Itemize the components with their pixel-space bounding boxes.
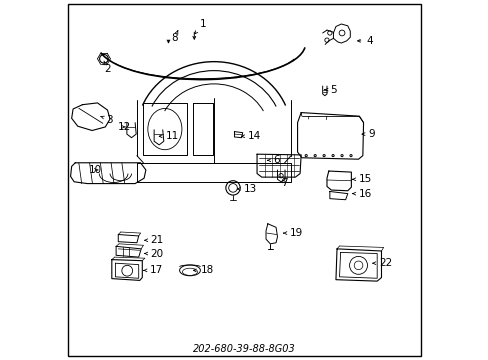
Text: 16: 16 <box>352 189 371 199</box>
Circle shape <box>323 154 325 157</box>
Circle shape <box>305 154 306 157</box>
Circle shape <box>331 154 333 157</box>
Text: 7: 7 <box>281 178 287 188</box>
Text: 21: 21 <box>144 235 163 245</box>
Text: 11: 11 <box>159 131 179 141</box>
Text: 6: 6 <box>267 155 279 165</box>
Text: 20: 20 <box>144 248 163 258</box>
Text: 202-680-39-88-8G03: 202-680-39-88-8G03 <box>193 344 295 354</box>
Text: 14: 14 <box>242 131 261 141</box>
Text: 13: 13 <box>237 184 257 194</box>
Circle shape <box>340 154 343 157</box>
Text: 3: 3 <box>101 115 113 125</box>
Text: 15: 15 <box>352 174 371 184</box>
Text: 2: 2 <box>104 61 110 74</box>
Text: 9: 9 <box>362 129 374 139</box>
Text: 10: 10 <box>88 165 102 175</box>
Text: 12: 12 <box>118 122 131 132</box>
Text: 17: 17 <box>143 265 163 275</box>
Text: 4: 4 <box>357 36 372 46</box>
Circle shape <box>349 154 351 157</box>
Text: 8: 8 <box>171 31 178 43</box>
Text: 19: 19 <box>283 228 302 238</box>
Text: 5: 5 <box>324 85 337 95</box>
Circle shape <box>313 154 316 157</box>
Text: 18: 18 <box>193 265 214 275</box>
Text: 1: 1 <box>194 19 206 34</box>
Text: 22: 22 <box>372 258 391 268</box>
